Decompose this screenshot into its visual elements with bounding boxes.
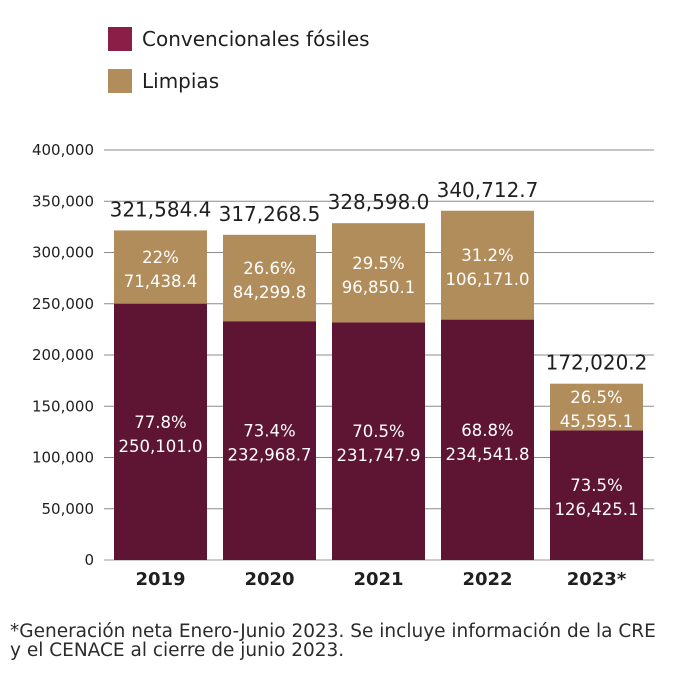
bar-total-label: 321,584.4 [110,197,212,221]
bar-segment-fossil [550,430,643,560]
legend-swatch-fossil [108,27,132,51]
bar-total-label: 172,020.2 [546,351,648,375]
legend-label-fossil: Convencionales fósiles [142,27,370,51]
bar-total-label: 328,598.0 [328,190,430,214]
segment-value-label: 250,101.0 [119,437,203,456]
bar-segment-fossil [114,303,207,560]
segment-percent-label: 29.5% [352,254,404,273]
segment-percent-label: 26.6% [243,259,295,278]
x-category-label: 2023* [567,569,627,590]
segment-value-label: 45,595.1 [560,412,633,431]
bar-total-label: 317,268.5 [219,202,321,226]
segment-percent-label: 77.8% [134,413,186,432]
bar-segment-fossil [223,321,316,560]
legend-item-clean: Limpias [108,60,370,102]
bar-segment-clean [332,223,425,323]
bar-total-label: 340,712.7 [437,178,539,202]
segment-value-label: 232,968.7 [228,446,312,465]
x-category-label: 2019 [135,569,185,590]
x-category-label: 2020 [244,569,294,590]
footnote: *Generación neta Enero-Junio 2023. Se in… [10,621,656,661]
x-category-label: 2021 [353,569,403,590]
y-tick-label: 150,000 [32,397,94,415]
segment-percent-label: 26.5% [570,388,622,407]
bar-segment-clean [114,230,207,304]
bar-segment-fossil [441,319,534,560]
y-tick-label: 250,000 [32,295,94,313]
y-tick-label: 300,000 [32,244,94,262]
segment-value-label: 126,425.1 [555,500,639,519]
segment-percent-label: 73.4% [243,422,295,441]
segment-value-label: 106,171.0 [446,270,530,289]
segment-value-label: 84,299.8 [233,283,306,302]
segment-percent-label: 31.2% [461,246,513,265]
bar-segment-fossil [332,322,425,560]
y-tick-label: 350,000 [32,192,94,210]
segment-value-label: 234,541.8 [446,445,530,464]
segment-percent-label: 70.5% [352,422,404,441]
legend: Convencionales fósiles Limpias [108,18,370,102]
y-tick-label: 100,000 [32,449,94,467]
segment-value-label: 71,438.4 [124,272,197,291]
y-tick-label: 400,000 [32,141,94,159]
y-tick-label: 0 [84,551,94,569]
legend-item-fossil: Convencionales fósiles [108,18,370,60]
bar-segment-clean [550,383,643,431]
segment-percent-label: 73.5% [570,476,622,495]
y-tick-label: 50,000 [42,500,95,518]
bar-segment-clean [223,234,316,322]
segment-value-label: 231,747.9 [337,446,421,465]
segment-percent-label: 68.8% [461,421,513,440]
bar-segment-clean [441,210,534,320]
y-tick-label: 200,000 [32,346,94,364]
segment-value-label: 96,850.1 [342,278,415,297]
x-category-label: 2022 [462,569,512,590]
legend-label-clean: Limpias [142,69,220,93]
segment-percent-label: 22% [142,248,179,267]
stacked-bar-chart: 0 50,000 100,000 150,000 200,000 250,000 300,0… [32,141,654,590]
legend-swatch-clean [108,69,132,93]
